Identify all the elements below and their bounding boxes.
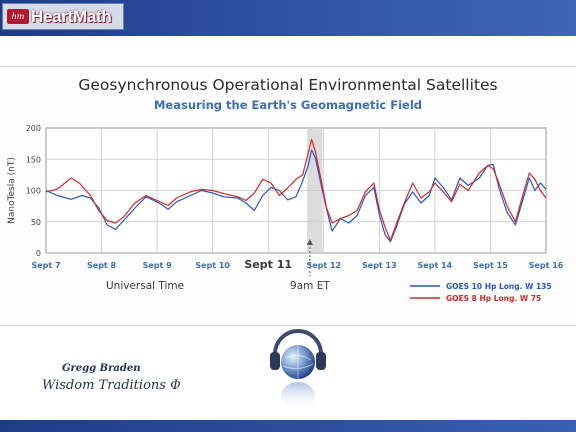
annotation-arrow-icon (306, 239, 313, 245)
author-name: Gregg Braden (62, 363, 141, 374)
author-subtitle: Wisdom Traditions Φ (42, 378, 181, 393)
chart-title: Geosynchronous Operational Environmental… (78, 76, 498, 94)
x-tick-label: Sept 16 (529, 261, 564, 270)
series-line-goes10 (45, 149, 547, 243)
series-line-goes8 (45, 138, 547, 242)
y-axis-label: NanoTesla (nT) (7, 157, 17, 224)
globe-headphones-logo (263, 324, 333, 418)
y-tick-label: 100 (26, 187, 41, 196)
y-tick-label: 50 (31, 218, 41, 227)
heartmath-logo-mark-icon: hm (7, 9, 29, 24)
x-tick-label: Sept 10 (195, 261, 230, 270)
x-tick-label: Sept 8 (87, 261, 117, 270)
legend-label: GOES 10 Hp Long. W 135 (446, 282, 552, 291)
logo-text: HeartMath (31, 6, 112, 26)
x-tick-label: Sept 15 (473, 261, 508, 270)
x-tick-label: Sept 7 (31, 261, 60, 270)
x-tick-label: Sept 14 (418, 261, 453, 270)
x-tick-label: Sept 13 (362, 261, 397, 270)
x-tick-label: Sept 11 (244, 258, 292, 271)
footer-bar (0, 420, 576, 432)
chart-subtitle: Measuring the Earth's Geomagnetic Field (153, 98, 423, 112)
x-tick-label: Sept 12 (306, 261, 341, 270)
y-tick-label: 200 (26, 124, 41, 133)
heartmath-logo[interactable]: hm HeartMath (2, 3, 124, 30)
x-tick-label: Sept 9 (143, 261, 173, 270)
legend-label: GOES 8 Hp Long. W 75 (446, 294, 541, 303)
header-bar: hm HeartMath (0, 0, 576, 36)
y-tick-label: 150 (26, 155, 41, 164)
x-axis-label: Universal Time (106, 280, 184, 292)
y-tick-label: 0 (36, 249, 41, 258)
annotation-label: 9am ET (290, 280, 330, 292)
